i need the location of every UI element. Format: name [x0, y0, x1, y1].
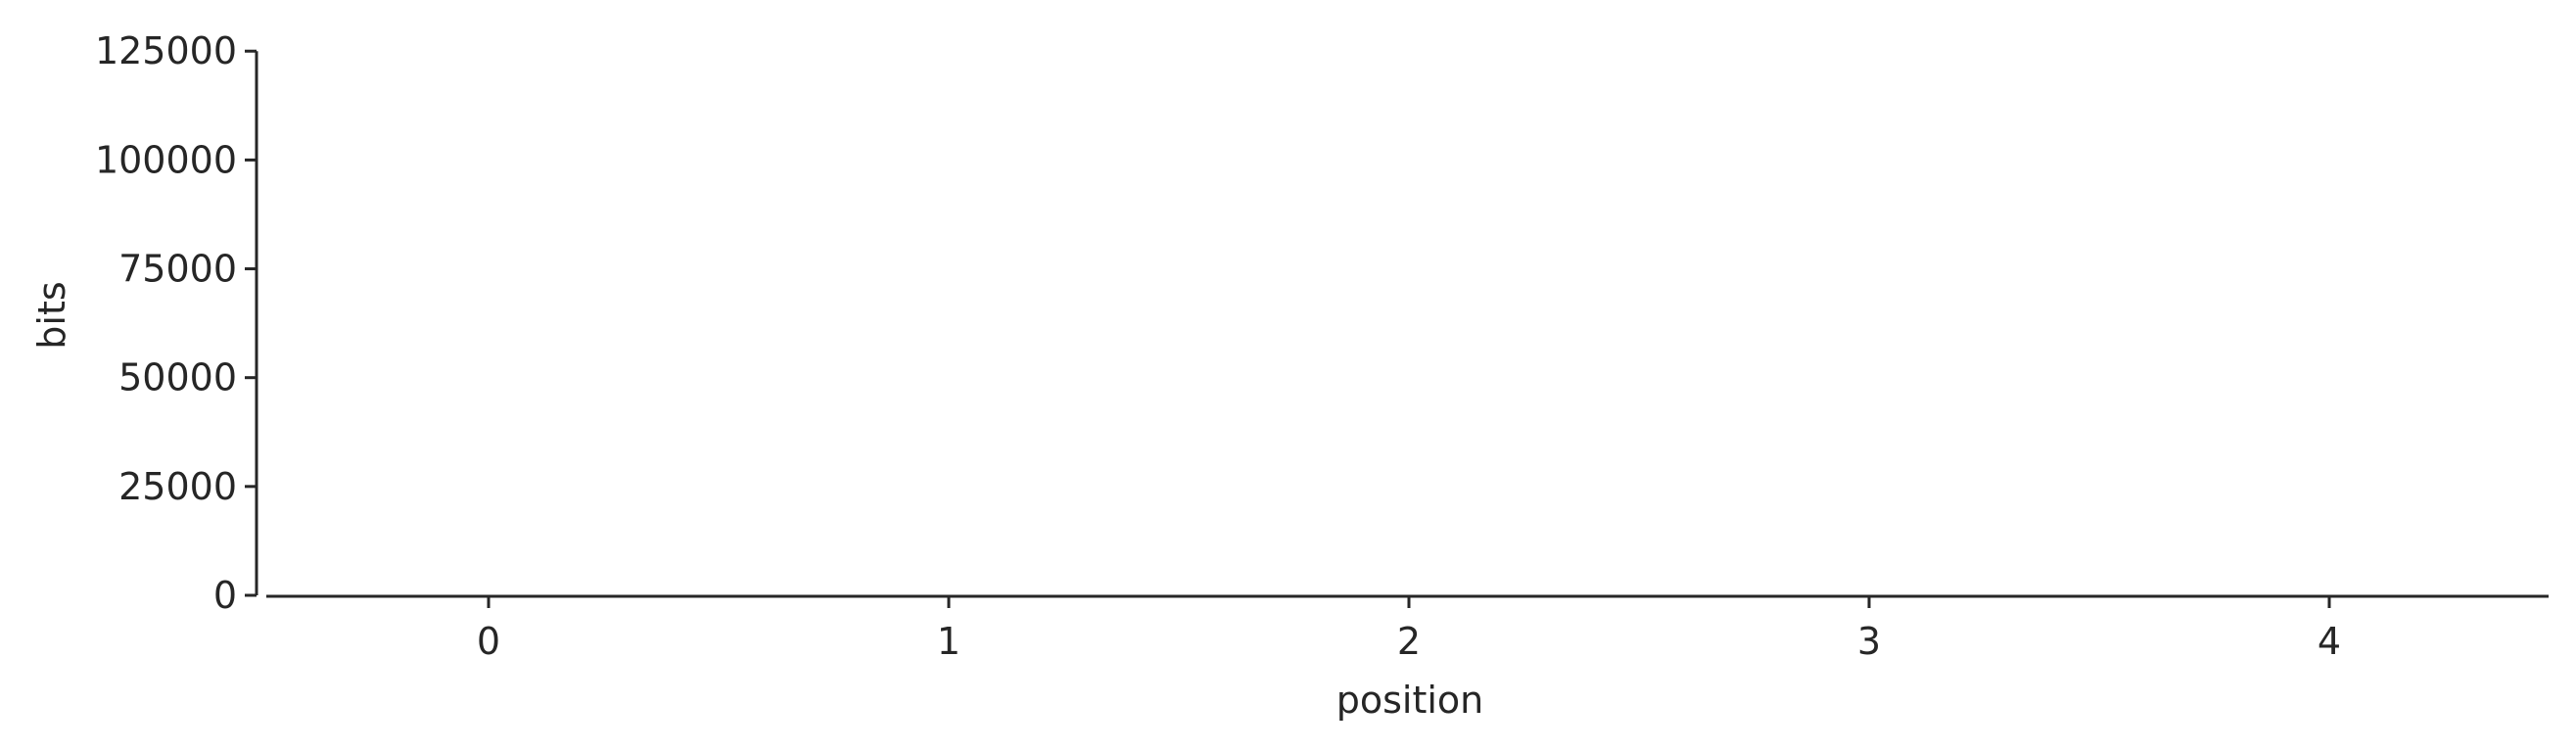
- y-tick-label: 125000: [95, 29, 237, 72]
- y-axis: 0 25000 50000 75000 100000 125000: [95, 29, 258, 617]
- x-tick-label: 1: [937, 620, 960, 663]
- x-axis-title: position: [1336, 679, 1484, 722]
- y-tick-label: 100000: [95, 138, 237, 181]
- x-tick-label: 2: [1397, 620, 1421, 663]
- y-tick-label: 50000: [118, 356, 237, 399]
- y-axis-title: bits: [30, 281, 73, 349]
- x-axis: 0 1 2 3 4: [266, 594, 2549, 663]
- x-tick-label: 4: [2318, 620, 2341, 663]
- y-tick-label: 25000: [118, 465, 237, 508]
- x-tick-label: 3: [1857, 620, 1881, 663]
- y-tick-label: 75000: [118, 248, 237, 291]
- x-tick-label: 0: [477, 620, 500, 663]
- y-tick-label: 0: [213, 574, 237, 617]
